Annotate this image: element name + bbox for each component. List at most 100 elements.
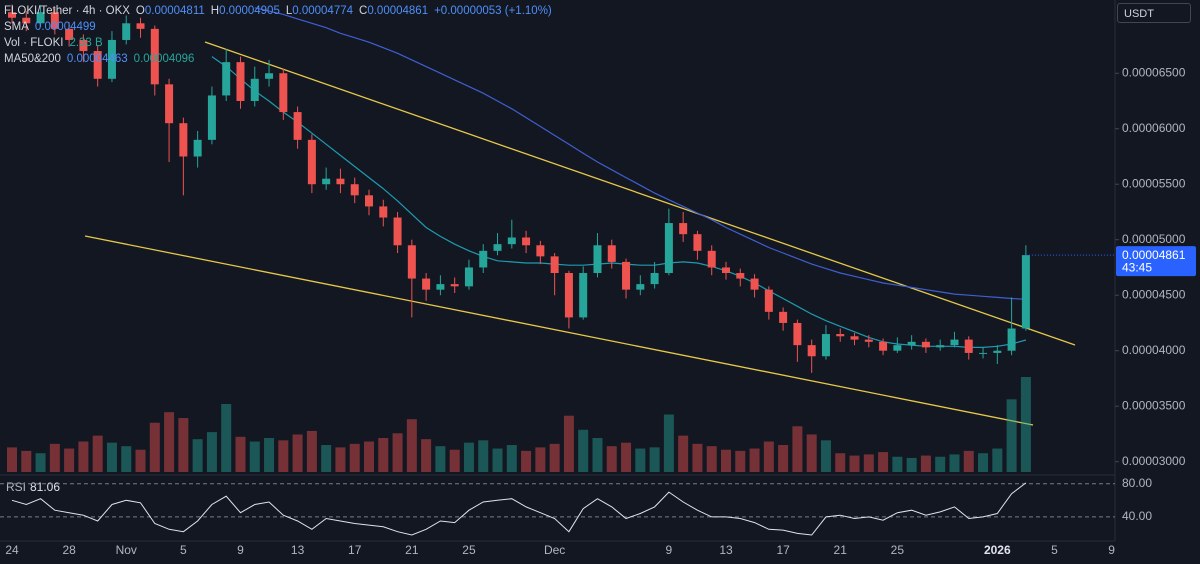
y-tick-label: 0.00006500 <box>1122 65 1186 79</box>
volume-bar <box>606 446 617 472</box>
volume-bar <box>878 452 889 472</box>
candle-body <box>1007 328 1016 351</box>
volume-bar <box>792 426 803 472</box>
volume-bar <box>135 449 146 472</box>
price-tag <box>1116 246 1196 277</box>
candle-body <box>693 234 702 251</box>
volume-bar <box>935 456 946 472</box>
volume-bar <box>264 437 275 472</box>
ohlc-value: 0.00004811 <box>144 5 205 17</box>
candle-body <box>150 28 159 85</box>
volume-bar <box>278 440 289 472</box>
x-tick-label: 9 <box>1108 543 1115 557</box>
volume-bar <box>906 457 917 472</box>
candle-body <box>393 217 402 246</box>
volume-bar <box>21 450 32 472</box>
rsi-line <box>11 482 1027 536</box>
y-tick-label: 0.00003500 <box>1122 398 1186 412</box>
sma-value: 0.00004499 <box>34 21 96 33</box>
volume-bar <box>992 448 1003 472</box>
candle-body <box>65 28 74 40</box>
candle-body <box>36 12 45 24</box>
candle-body <box>921 341 930 348</box>
candle-body <box>379 206 388 218</box>
ohlc-value: 0.00004905 <box>219 5 280 17</box>
candle-body <box>365 195 373 207</box>
candle-body <box>564 273 573 318</box>
candle-body <box>336 178 345 185</box>
volume-bar <box>321 445 332 472</box>
volume-bar <box>1006 399 1017 472</box>
volume-bar <box>492 448 503 472</box>
y-tick-label: 0.00004000 <box>1122 343 1186 357</box>
price-tag-value: 0.00004861 <box>1122 248 1186 262</box>
candle-body <box>507 237 516 245</box>
x-tick-label: 13 <box>291 543 305 557</box>
candle-body <box>964 339 973 353</box>
volume-bar <box>392 433 403 472</box>
volume-bar <box>178 418 189 472</box>
x-tick-label: 9 <box>666 543 673 557</box>
candle-body <box>650 273 659 285</box>
volume-bar <box>506 445 517 472</box>
candle-body <box>707 250 716 268</box>
x-tick-label: 21 <box>834 543 848 557</box>
x-tick-label: 25 <box>462 543 476 557</box>
ohlc-key: C <box>359 5 368 17</box>
volume-bar <box>749 448 760 472</box>
candle-body <box>979 352 988 354</box>
volume-bar <box>621 442 632 472</box>
volume-bar <box>635 448 646 472</box>
x-tick-label: Nov <box>116 543 137 557</box>
candle-body <box>222 62 231 96</box>
x-tick-label: 9 <box>237 543 244 557</box>
candle-body <box>622 261 631 290</box>
candle-body <box>936 345 945 348</box>
price-tag-countdown: 43:45 <box>1122 260 1152 274</box>
candle-body <box>93 51 102 79</box>
sma-label: SMA <box>4 21 29 33</box>
volume-bar <box>364 441 374 472</box>
y-tick-label: 0.00004500 <box>1122 287 1186 301</box>
candle-body <box>250 78 259 101</box>
volume-bar <box>7 447 17 472</box>
moving-average <box>211 56 1027 348</box>
volume-bar <box>706 446 717 472</box>
volume-bar <box>306 430 317 472</box>
candle-body <box>750 278 759 290</box>
rsi-tick-label: 40.00 <box>1122 509 1152 523</box>
volume-bar <box>449 449 460 472</box>
rsi-value: 81.06 <box>30 480 60 494</box>
candle-body <box>165 84 174 124</box>
trendline-lower <box>84 235 1034 426</box>
candle-body <box>136 23 145 29</box>
volume-bar <box>164 412 175 472</box>
candle-body <box>636 284 645 290</box>
candle-body <box>993 350 1002 353</box>
candle-body <box>907 341 916 346</box>
candle-body <box>179 123 188 157</box>
ohlc-key: L <box>285 5 293 17</box>
candle-body <box>821 334 830 357</box>
candle-body <box>422 278 431 290</box>
currency-button[interactable]: USDT <box>1117 3 1191 23</box>
volume-bar <box>1020 377 1031 472</box>
volume-bar <box>463 442 474 472</box>
volume-bar <box>535 447 546 472</box>
candle-body <box>550 256 559 274</box>
candle-body <box>664 223 673 274</box>
candle-body <box>350 184 359 196</box>
volume-bar <box>378 437 389 472</box>
candle-body <box>307 139 316 185</box>
volume-bar <box>192 439 203 472</box>
candle-body <box>450 284 459 287</box>
x-tick-label: 5 <box>180 543 187 557</box>
volume-bar <box>949 454 960 472</box>
candle-body <box>207 95 216 140</box>
ma-label: MA50&200 <box>4 53 61 65</box>
candle-body <box>236 62 245 101</box>
candle-body <box>265 73 274 79</box>
candle-body <box>293 112 302 140</box>
candle-body <box>22 17 31 24</box>
